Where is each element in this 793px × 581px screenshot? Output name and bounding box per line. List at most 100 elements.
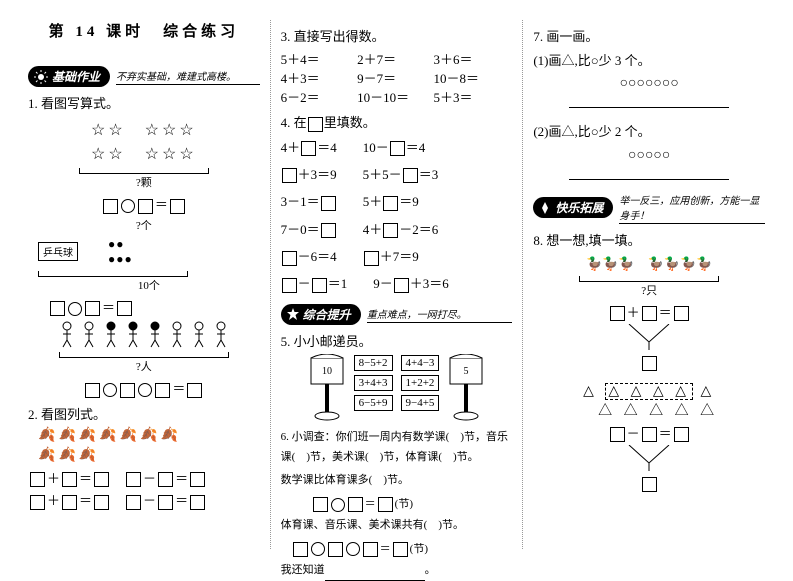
banner-basic: 基础作业 不弃实基础，难建式高楼。	[28, 66, 260, 87]
num-box[interactable]	[383, 196, 398, 211]
num-box[interactable]	[187, 383, 202, 398]
bracket-stars	[79, 168, 209, 174]
num-box[interactable]	[85, 301, 100, 316]
num-box[interactable]	[117, 301, 132, 316]
eq: 5＋4＝	[281, 49, 357, 68]
leaf-icon: 🍂	[140, 427, 157, 444]
op-circle[interactable]	[331, 498, 345, 512]
op-circle[interactable]	[68, 302, 82, 316]
num-box[interactable]	[403, 168, 418, 183]
num-box[interactable]	[120, 383, 135, 398]
q5-mailboxes: 10 8−5+2 3+4+3 6−5+9 4+4−3 1+2+2 9−4+5 5	[281, 354, 513, 424]
leaf-icon: 🍂	[79, 447, 96, 464]
num-box[interactable]	[674, 427, 689, 442]
op-circle[interactable]	[103, 383, 117, 397]
num-box[interactable]	[378, 497, 393, 512]
q2-row1: ＋＝ －＝	[28, 468, 260, 488]
num-box[interactable]	[30, 495, 45, 510]
num-box[interactable]	[348, 497, 363, 512]
eq: 6－2＝	[281, 87, 357, 106]
num-box[interactable]	[126, 495, 141, 510]
q7-b-answer[interactable]	[569, 166, 729, 180]
q3-row-2: 6－2＝ 10－10＝ 5＋3＝	[281, 87, 513, 106]
sun-icon	[34, 70, 48, 84]
num-box[interactable]	[158, 472, 173, 487]
star-row-2: ☆☆ ☆☆☆	[28, 140, 260, 164]
num-box[interactable]	[328, 542, 343, 557]
num-box[interactable]	[103, 199, 118, 214]
num-box[interactable]	[642, 356, 657, 371]
num-box[interactable]	[312, 278, 327, 293]
num-box[interactable]	[642, 477, 657, 492]
q7-a-circles: ○○○○○○○	[533, 76, 765, 92]
q7-a-answer[interactable]	[569, 94, 729, 108]
expr-box[interactable]: 8−5+2	[354, 355, 393, 371]
num-box[interactable]	[321, 223, 336, 238]
q5-head: 5. 小小邮递员。	[281, 331, 513, 350]
ball-icons: ●●●●●	[108, 237, 133, 267]
star-icon	[287, 308, 299, 320]
num-box[interactable]	[30, 472, 45, 487]
num-box[interactable]	[293, 542, 308, 557]
column-3: 7. 画一画。 (1)画△,比○少 3 个。 ○○○○○○○ (2)画△,比○少…	[522, 20, 775, 549]
eq: 3＋6＝	[434, 49, 510, 68]
num-box[interactable]	[642, 306, 657, 321]
mailbox-left-value: 10	[322, 366, 332, 377]
num-box[interactable]	[62, 472, 77, 487]
eq: 9－7＝	[357, 68, 433, 87]
num-box[interactable]	[610, 427, 625, 442]
q8-fig-triangles: △ △ △ △ △ △ △ △ △ △ △ －＝	[533, 383, 765, 492]
num-box[interactable]	[94, 495, 109, 510]
num-box[interactable]	[190, 472, 205, 487]
expr-box[interactable]: 4+4−3	[401, 355, 440, 371]
num-box[interactable]	[62, 495, 77, 510]
q2-row2: ＋＝ －＝	[28, 490, 260, 510]
num-box[interactable]	[282, 251, 297, 266]
expr-box[interactable]: 1+2+2	[401, 375, 440, 391]
banner-basic-label: 基础作业	[52, 68, 100, 85]
q8-head: 8. 想一想,填一填。	[533, 230, 765, 249]
leaf-icon: 🍂	[38, 427, 55, 444]
child-icon	[79, 320, 99, 348]
expr-box[interactable]: 9−4+5	[401, 395, 440, 411]
num-box[interactable]	[394, 278, 409, 293]
num-box[interactable]	[321, 196, 336, 211]
num-box[interactable]	[170, 199, 185, 214]
num-box[interactable]	[158, 495, 173, 510]
num-box[interactable]	[313, 497, 328, 512]
people-row	[28, 320, 260, 348]
mailbox-icon: 5	[446, 354, 486, 424]
op-circle[interactable]	[138, 383, 152, 397]
op-circle[interactable]	[346, 542, 360, 556]
child-icon	[101, 320, 121, 348]
num-box[interactable]	[282, 278, 297, 293]
num-box[interactable]	[610, 306, 625, 321]
pingpong-label: 乒乓球	[38, 242, 78, 261]
num-box[interactable]	[282, 168, 297, 183]
num-box[interactable]	[393, 542, 408, 557]
num-box[interactable]	[138, 199, 153, 214]
num-box[interactable]	[383, 223, 398, 238]
num-box[interactable]	[126, 472, 141, 487]
num-box[interactable]	[190, 495, 205, 510]
num-box[interactable]	[363, 542, 378, 557]
num-box[interactable]	[301, 141, 316, 156]
expr-box[interactable]: 3+4+3	[354, 375, 393, 391]
q8-fig-ducks: 🦆🦆🦆 🦆🦆🦆🦆 ?只 ＋＝	[533, 253, 765, 371]
leaf-icon: 🍂	[79, 427, 96, 444]
q4-r5: －6＝4 ＋7＝9	[281, 245, 513, 268]
num-box[interactable]	[155, 383, 170, 398]
num-box[interactable]	[94, 472, 109, 487]
num-box[interactable]	[642, 427, 657, 442]
op-circle[interactable]	[311, 542, 325, 556]
q6-box1: ＝(节)	[311, 495, 513, 512]
op-circle[interactable]	[121, 199, 135, 213]
num-box[interactable]	[674, 306, 689, 321]
num-box[interactable]	[390, 141, 405, 156]
column-1: 第 14 课时 综合练习 基础作业 不弃实基础，难建式高楼。 1. 看图写算式。…	[18, 20, 270, 549]
num-box[interactable]	[85, 383, 100, 398]
q6-label: 我还知道	[281, 564, 325, 576]
num-box[interactable]	[364, 251, 379, 266]
num-box[interactable]	[50, 301, 65, 316]
expr-box[interactable]: 6−5+9	[354, 395, 393, 411]
